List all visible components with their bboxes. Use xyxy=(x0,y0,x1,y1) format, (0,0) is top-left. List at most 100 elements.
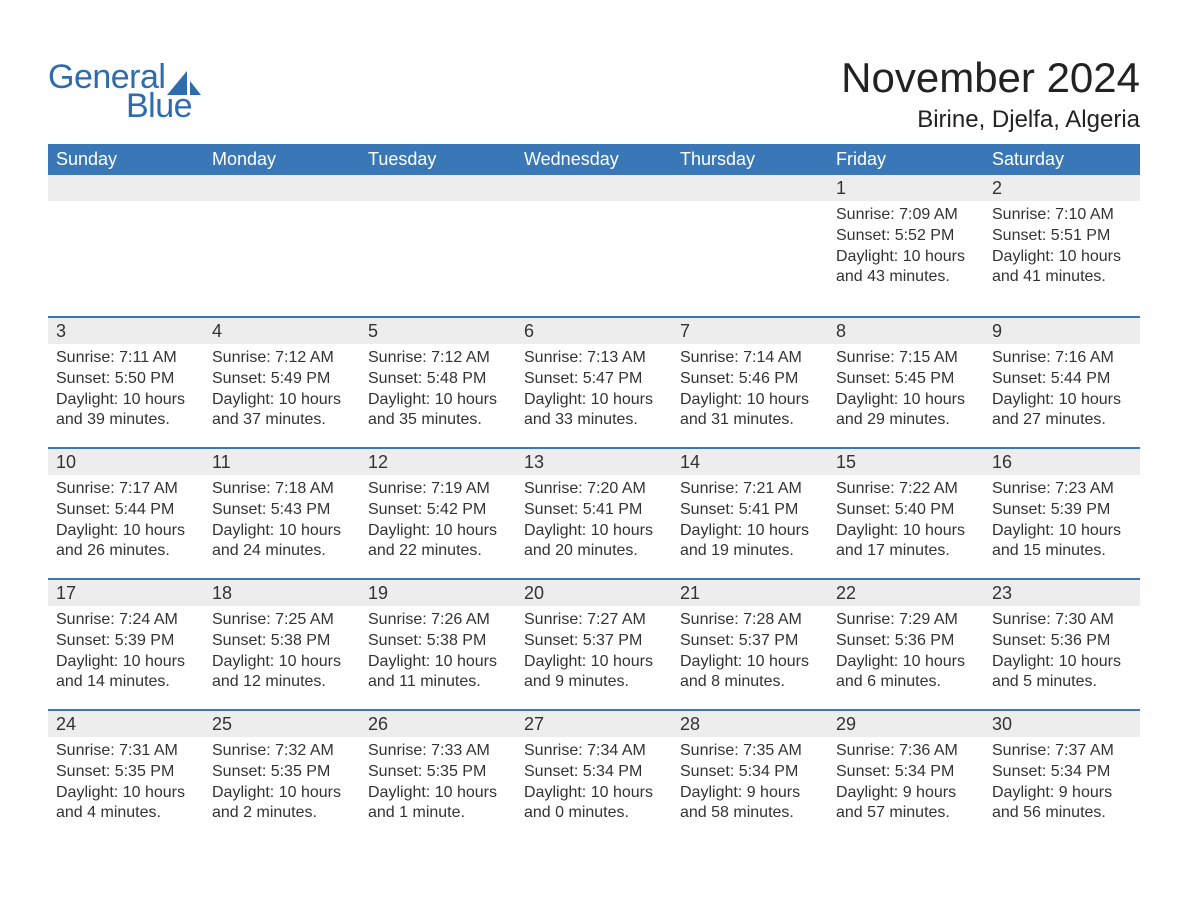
daylight-value: Daylight: 10 hours and 8 minutes. xyxy=(680,652,820,694)
day-cell: Sunrise: 7:29 AMSunset: 5:36 PMDaylight:… xyxy=(828,606,984,710)
day-detail: Sunrise: 7:14 AMSunset: 5:46 PMDaylight:… xyxy=(680,348,820,431)
day-number: 18 xyxy=(204,580,360,606)
day-detail: Sunrise: 7:19 AMSunset: 5:42 PMDaylight:… xyxy=(368,479,508,562)
sunset-value: Sunset: 5:52 PM xyxy=(836,226,976,247)
day-cell: Sunrise: 7:21 AMSunset: 5:41 PMDaylight:… xyxy=(672,475,828,579)
day-cell: Sunrise: 7:36 AMSunset: 5:34 PMDaylight:… xyxy=(828,737,984,841)
sunrise-value: Sunrise: 7:37 AM xyxy=(992,741,1132,762)
day-number: 11 xyxy=(204,449,360,475)
sunrise-value: Sunrise: 7:17 AM xyxy=(56,479,196,500)
day-detail-row: Sunrise: 7:11 AMSunset: 5:50 PM Daylight:… xyxy=(48,344,1140,448)
daylight-value: Daylight: 10 hours and 26 minutes. xyxy=(56,521,196,563)
empty-day-cell xyxy=(360,201,516,317)
calendar-page: General Blue November 2024 Birine, Djelf… xyxy=(0,0,1188,865)
daylight-value: Daylight: 10 hours and 15 minutes. xyxy=(992,521,1132,563)
sunset-value: Sunset: 5:42 PM xyxy=(368,500,508,521)
day-cell: Sunrise: 7:12 AMSunset: 5:49 PMDaylight:… xyxy=(204,344,360,448)
day-detail-row: Sunrise: 7:17 AMSunset: 5:44 PMDaylight:… xyxy=(48,475,1140,579)
day-number: 24 xyxy=(48,711,204,737)
day-detail: Sunrise: 7:12 AMSunset: 5:48 PMDaylight:… xyxy=(368,348,508,431)
sunset-value: Sunset: 5:39 PM xyxy=(992,500,1132,521)
sunset-value: Sunset: 5:34 PM xyxy=(836,762,976,783)
day-header-saturday: Saturday xyxy=(984,144,1140,175)
sunrise-value: Sunrise: 7:15 AM xyxy=(836,348,976,369)
sunset-value: Sunset: 5:36 PM xyxy=(836,631,976,652)
daylight-value: Daylight: 10 hours and 20 minutes. xyxy=(524,521,664,563)
sunset-value: Sunset: 5:50 PM xyxy=(56,369,196,390)
sunrise-value: Sunrise: 7:31 AM xyxy=(56,741,196,762)
day-cell: Sunrise: 7:12 AMSunset: 5:48 PMDaylight:… xyxy=(360,344,516,448)
sunset-value: Sunset: 5:46 PM xyxy=(680,369,820,390)
sunset-value: Sunset: 5:41 PM xyxy=(680,500,820,521)
day-number: 2 xyxy=(984,175,1140,201)
day-cell: Sunrise: 7:26 AMSunset: 5:38 PMDaylight:… xyxy=(360,606,516,710)
day-detail: Sunrise: 7:22 AMSunset: 5:40 PMDaylight:… xyxy=(836,479,976,562)
sunset-value: Sunset: 5:41 PM xyxy=(524,500,664,521)
empty-day-cell xyxy=(48,201,204,317)
sunset-value: Sunset: 5:39 PM xyxy=(56,631,196,652)
day-cell: Sunrise: 7:32 AMSunset: 5:35 PMDaylight:… xyxy=(204,737,360,841)
day-cell: Sunrise: 7:34 AMSunset: 5:34 PMDaylight:… xyxy=(516,737,672,841)
day-number: 15 xyxy=(828,449,984,475)
day-detail: Sunrise: 7:37 AMSunset: 5:34 PMDaylight:… xyxy=(992,741,1132,824)
sunset-value: Sunset: 5:45 PM xyxy=(836,369,976,390)
sunset-value: Sunset: 5:35 PM xyxy=(212,762,352,783)
day-cell: Sunrise: 7:31 AMSunset: 5:35 PMDaylight:… xyxy=(48,737,204,841)
daylight-value: Daylight: 9 hours and 58 minutes. xyxy=(680,783,820,825)
calendar-table: Sunday Monday Tuesday Wednesday Thursday… xyxy=(48,144,1140,841)
day-number: 30 xyxy=(984,711,1140,737)
day-cell: Sunrise: 7:28 AMSunset: 5:37 PMDaylight:… xyxy=(672,606,828,710)
day-number: 1 xyxy=(828,175,984,201)
day-detail: Sunrise: 7:15 AMSunset: 5:45 PMDaylight:… xyxy=(836,348,976,431)
day-cell: Sunrise: 7:16 AMSunset: 5:44 PMDaylight:… xyxy=(984,344,1140,448)
sunrise-value: Sunrise: 7:22 AM xyxy=(836,479,976,500)
daylight-value: Daylight: 10 hours and 19 minutes. xyxy=(680,521,820,563)
day-cell: Sunrise: 7:22 AMSunset: 5:40 PMDaylight:… xyxy=(828,475,984,579)
day-cell: Sunrise: 7:30 AMSunset: 5:36 PMDaylight:… xyxy=(984,606,1140,710)
day-header-sunday: Sunday xyxy=(48,144,204,175)
empty-day-number xyxy=(516,175,672,201)
sunrise-value: Sunrise: 7:34 AM xyxy=(524,741,664,762)
day-number: 12 xyxy=(360,449,516,475)
sunrise-value: Sunrise: 7:25 AM xyxy=(212,610,352,631)
daylight-value: Daylight: 10 hours and 22 minutes. xyxy=(368,521,508,563)
sunrise-value: Sunrise: 7:33 AM xyxy=(368,741,508,762)
daylight-value: Daylight: 10 hours and 29 minutes. xyxy=(836,390,976,432)
sunset-value: Sunset: 5:48 PM xyxy=(368,369,508,390)
day-number: 6 xyxy=(516,318,672,344)
day-detail: Sunrise: 7:34 AMSunset: 5:34 PMDaylight:… xyxy=(524,741,664,824)
month-title: November 2024 xyxy=(841,54,1140,102)
sunrise-value: Sunrise: 7:12 AM xyxy=(368,348,508,369)
day-number: 16 xyxy=(984,449,1140,475)
sunrise-value: Sunrise: 7:11 AM xyxy=(56,348,196,369)
sunset-value: Sunset: 5:34 PM xyxy=(524,762,664,783)
sunset-value: Sunset: 5:37 PM xyxy=(524,631,664,652)
day-detail: Sunrise: 7:25 AMSunset: 5:38 PMDaylight:… xyxy=(212,610,352,693)
day-number: 26 xyxy=(360,711,516,737)
day-header-thursday: Thursday xyxy=(672,144,828,175)
day-number: 20 xyxy=(516,580,672,606)
sunrise-value: Sunrise: 7:36 AM xyxy=(836,741,976,762)
day-number: 14 xyxy=(672,449,828,475)
day-detail: Sunrise: 7:33 AMSunset: 5:35 PMDaylight:… xyxy=(368,741,508,824)
sunset-value: Sunset: 5:51 PM xyxy=(992,226,1132,247)
empty-day-number xyxy=(48,175,204,201)
day-cell: Sunrise: 7:37 AMSunset: 5:34 PMDaylight:… xyxy=(984,737,1140,841)
sunrise-value: Sunrise: 7:26 AM xyxy=(368,610,508,631)
sunset-value: Sunset: 5:35 PM xyxy=(56,762,196,783)
sunrise-value: Sunrise: 7:13 AM xyxy=(524,348,664,369)
sunset-value: Sunset: 5:44 PM xyxy=(56,500,196,521)
daylight-value: Daylight: 10 hours and 9 minutes. xyxy=(524,652,664,694)
day-number: 7 xyxy=(672,318,828,344)
day-number: 25 xyxy=(204,711,360,737)
sunrise-value: Sunrise: 7:30 AM xyxy=(992,610,1132,631)
day-number: 17 xyxy=(48,580,204,606)
sunset-value: Sunset: 5:43 PM xyxy=(212,500,352,521)
daylight-value: Daylight: 10 hours and 11 minutes. xyxy=(368,652,508,694)
sunrise-value: Sunrise: 7:10 AM xyxy=(992,205,1132,226)
day-detail: Sunrise: 7:29 AMSunset: 5:36 PMDaylight:… xyxy=(836,610,976,693)
day-detail: Sunrise: 7:10 AMSunset: 5:51 PMDaylight:… xyxy=(992,205,1132,288)
day-detail: Sunrise: 7:23 AMSunset: 5:39 PMDaylight:… xyxy=(992,479,1132,562)
calendar-header-row: Sunday Monday Tuesday Wednesday Thursday… xyxy=(48,144,1140,175)
daylight-value: Daylight: 10 hours and 1 minute. xyxy=(368,783,508,825)
